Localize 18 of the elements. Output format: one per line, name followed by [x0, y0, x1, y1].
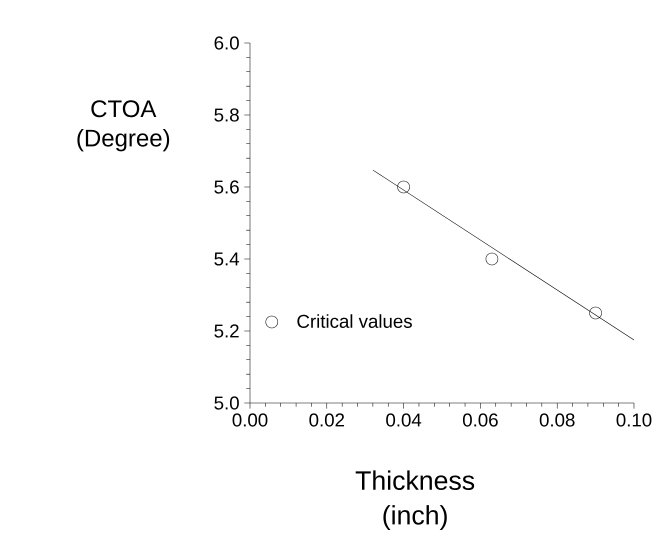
point [486, 252, 498, 266]
y-tick-label: 5.8 [214, 108, 239, 122]
x-tick-label: 0.08 [540, 413, 575, 427]
x-tick-label: 0.02 [309, 413, 344, 427]
point [397, 180, 410, 194]
x-tick-label: 0.06 [462, 413, 498, 427]
y-tick-label: 5.4 [214, 252, 240, 266]
x-tick-label: 0.04 [386, 413, 422, 427]
y-tick-label: 5.6 [214, 180, 239, 194]
point [589, 306, 602, 320]
y-axis-title: CTOA (Degree) [77, 100, 170, 152]
x-tick-label: 0.00 [232, 413, 268, 427]
x-axis-title: Thickness (inch) [356, 470, 474, 530]
x-tick-label: 0.10 [616, 413, 652, 427]
y-tick-label: 6.0 [214, 36, 239, 50]
y-tick-label: 5.2 [214, 324, 239, 338]
y-tick-label: 5.0 [214, 396, 239, 410]
legend-label: Critical values [297, 314, 412, 328]
